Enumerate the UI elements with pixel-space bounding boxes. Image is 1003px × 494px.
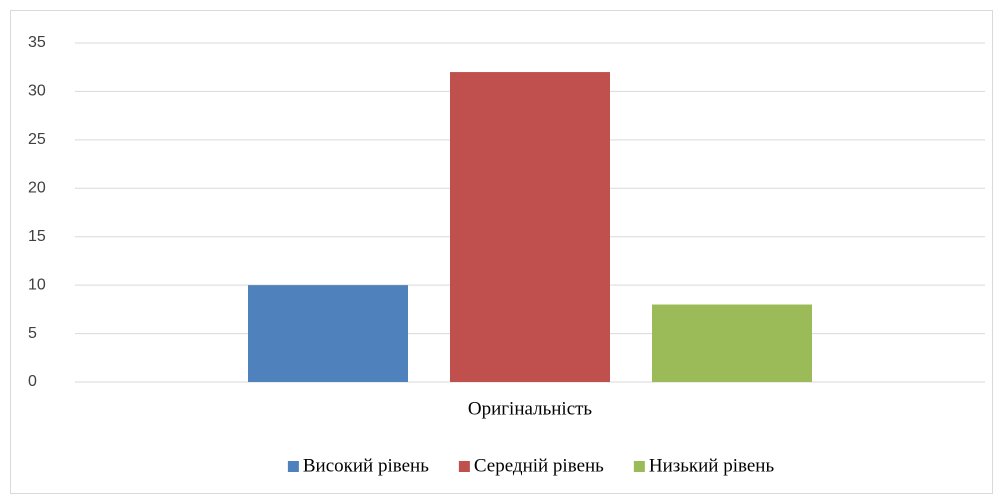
y-tick-label: 35 [28,34,46,51]
y-tick-label: 30 [28,83,46,100]
legend-label: Низький рівень [649,455,775,476]
legend-swatch [287,461,299,472]
bar [450,72,610,383]
bar [248,285,408,382]
legend-label: Середній рівень [474,455,604,476]
y-tick-label: 20 [28,180,46,197]
y-tick-label: 5 [28,325,37,342]
y-tick-label: 15 [28,228,46,245]
bar [652,304,812,382]
y-tick-label: 0 [28,373,37,390]
x-tick-label: Оригінальність [468,398,593,419]
legend-swatch [633,461,645,472]
legend-label: Високий рівень [303,455,429,476]
y-tick-label: 25 [28,131,46,148]
y-tick-label: 10 [28,276,46,293]
legend-swatch [458,461,470,472]
